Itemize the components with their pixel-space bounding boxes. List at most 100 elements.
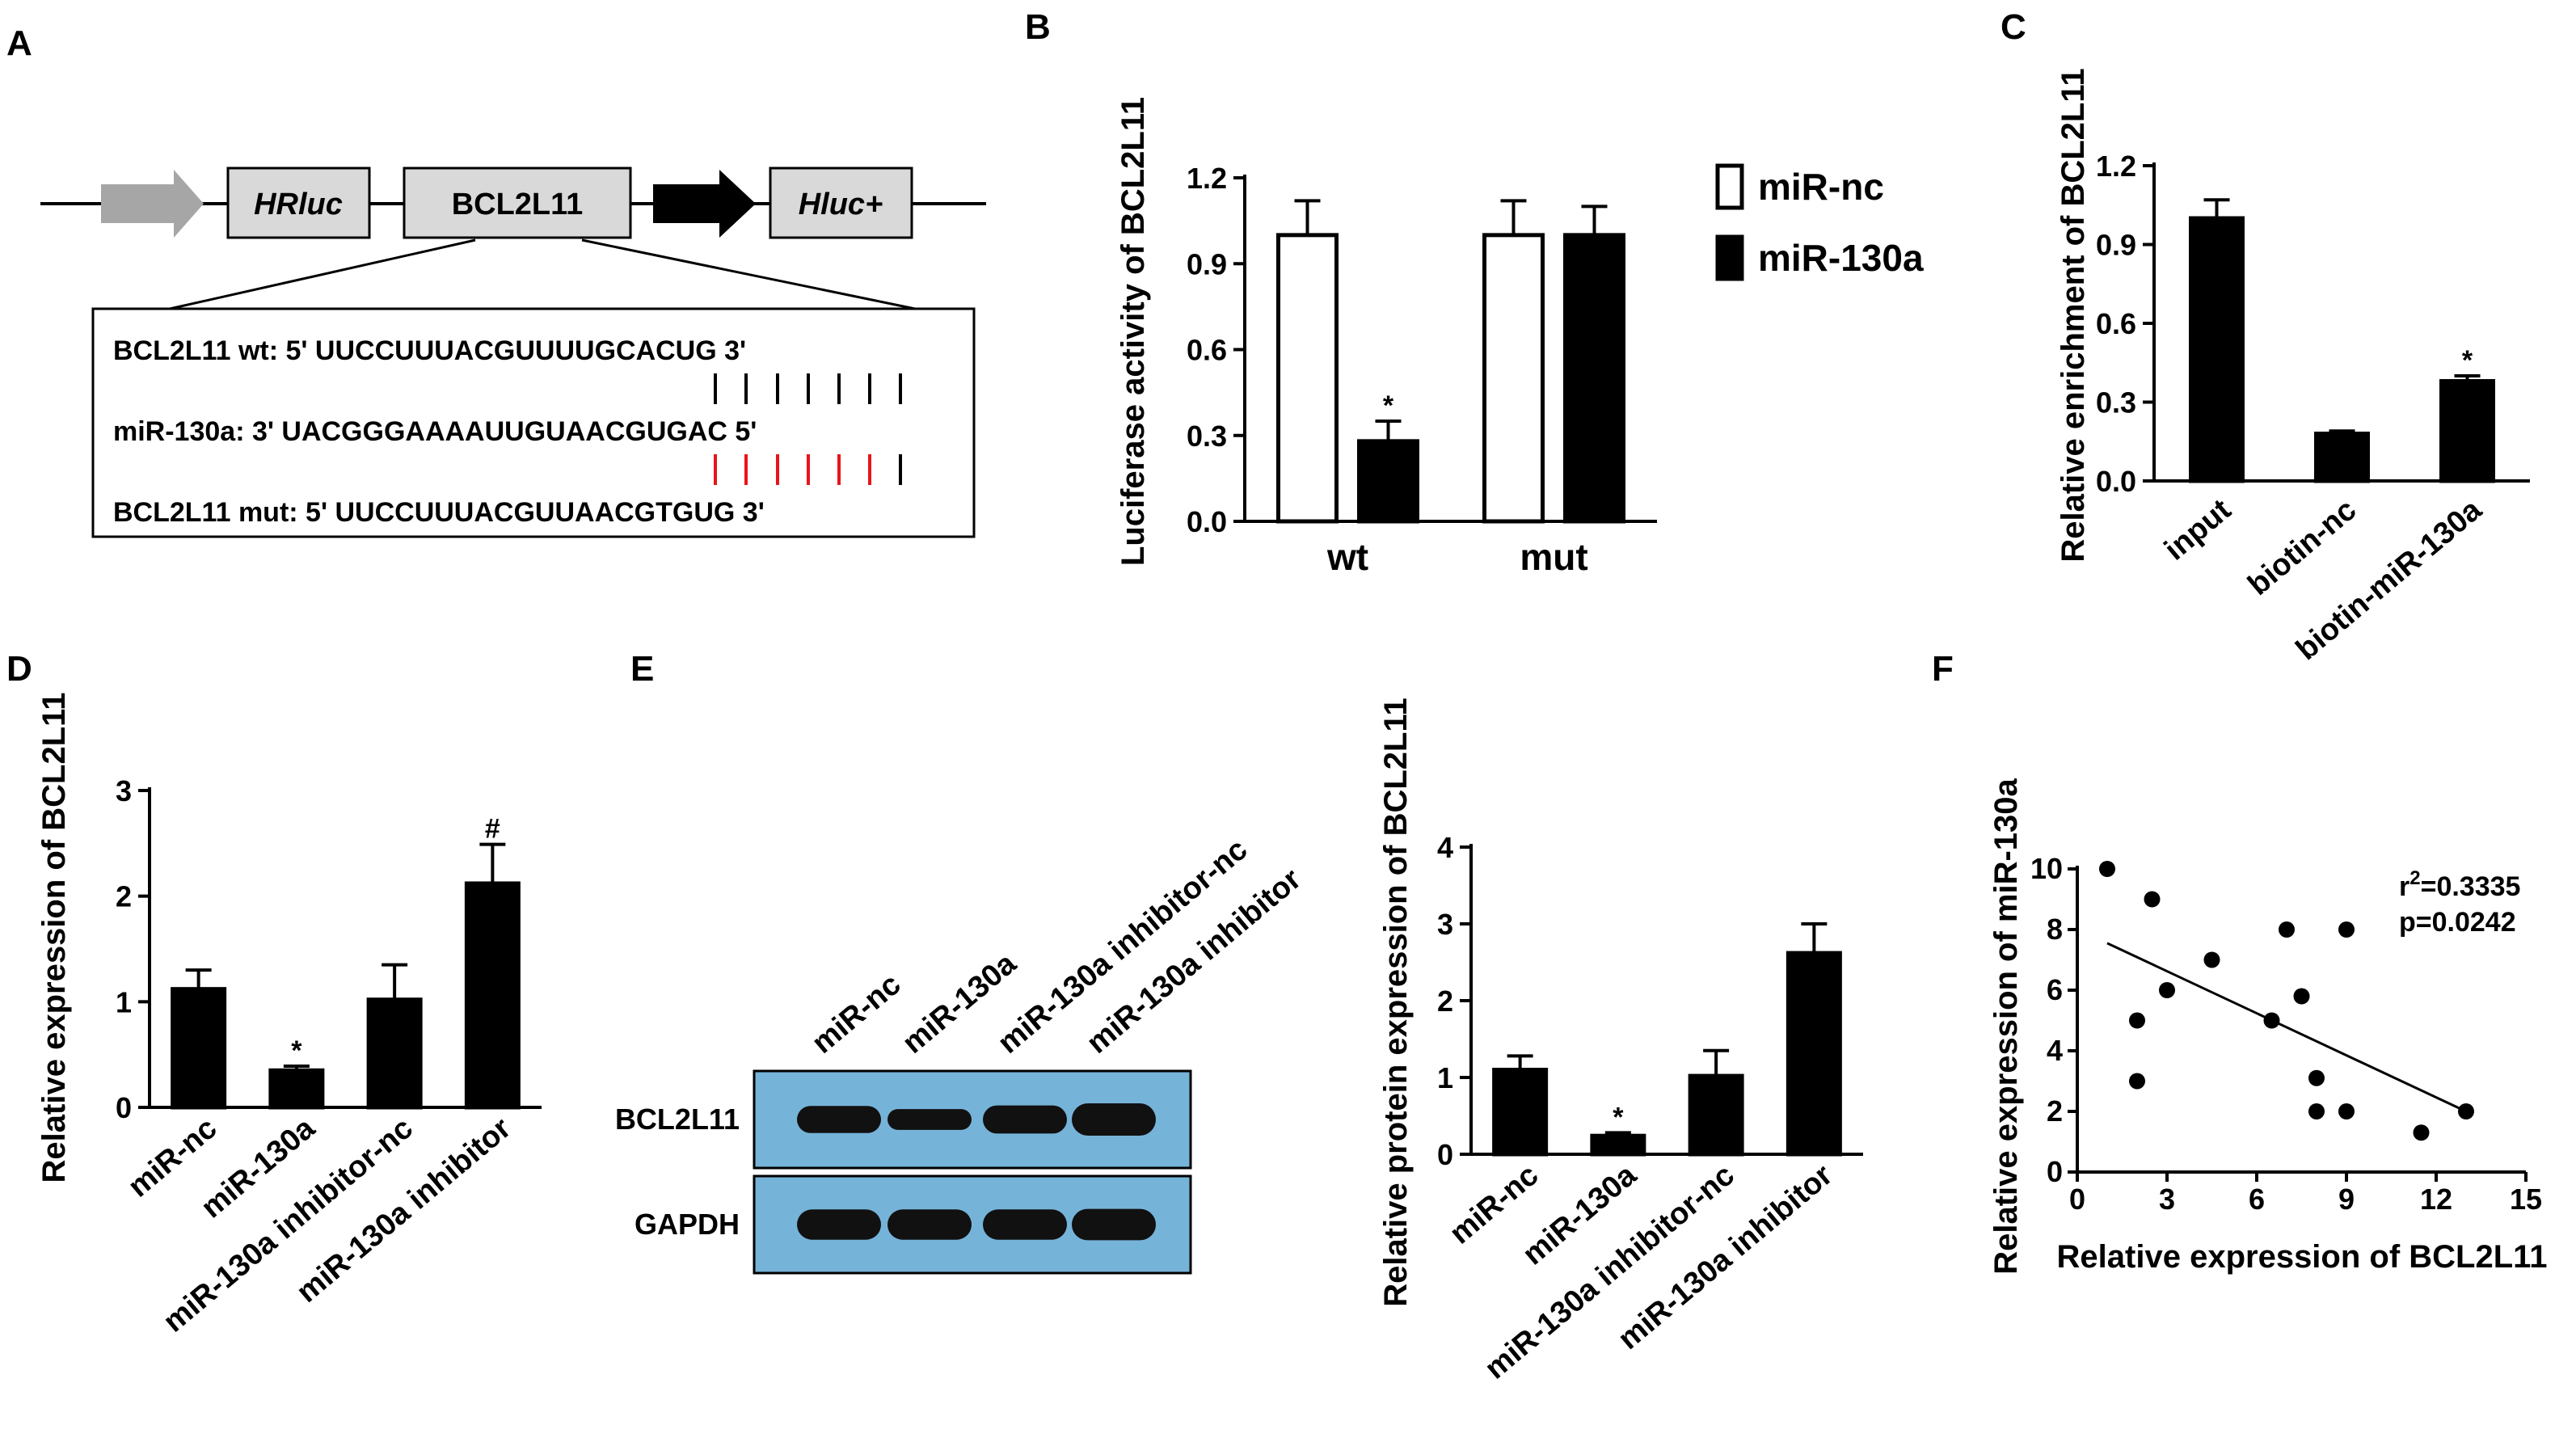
- gene-box: [403, 167, 632, 239]
- x-tick-label: 0: [2069, 1183, 2085, 1216]
- legend-label: miR-nc: [1758, 166, 1884, 208]
- bar: [2439, 379, 2495, 483]
- legend-swatch: [1715, 234, 1744, 281]
- scatter-point: [2338, 921, 2355, 938]
- bar: [1688, 1073, 1744, 1157]
- blot-row-label-gapdh: GAPDH: [635, 1208, 740, 1241]
- blot-band-bcl2l11: [983, 1105, 1067, 1134]
- chart-b-luciferase: 0.0 0.3 0.6 0.9 1.2 Luciferase activity of BC…: [1115, 97, 1924, 578]
- stat-r-superscript: 2: [2409, 867, 2420, 889]
- y-tick-label: 0: [1437, 1138, 1453, 1171]
- seq-mir: miR-130a: 3' UACGGGAAAAUUGUAACGUGAC 5': [113, 416, 757, 447]
- zoom-line-right: [581, 238, 916, 310]
- scatter-point: [2263, 1012, 2280, 1029]
- x-axis-label: Relative expression of BCL2L11: [2057, 1239, 2548, 1275]
- scatter-point: [2129, 1012, 2145, 1029]
- bar: [464, 881, 521, 1110]
- chart-e-protein: 0 1 2 3 4 Relative protein expression of BCL2…: [1378, 698, 1863, 1386]
- panel-label-b: B: [1025, 7, 1051, 47]
- bar: [2189, 216, 2245, 483]
- y-tick-label: 0.0: [1187, 505, 1227, 538]
- bar: [268, 1068, 325, 1110]
- scatter-point: [2413, 1124, 2430, 1141]
- bar: [2314, 432, 2370, 483]
- x-category-label: biotin-nc: [2241, 493, 2363, 602]
- stat-r-prefix: r: [2399, 871, 2409, 902]
- blot-band-bcl2l11: [1072, 1103, 1156, 1136]
- hluc-label: Hluc+: [799, 188, 883, 221]
- y-axis-label: Relative protein expression of BCL2L11: [1378, 698, 1414, 1307]
- significance-mark: *: [1613, 1102, 1624, 1132]
- regression-line: [2106, 942, 2467, 1113]
- y-tick-label: 3: [116, 774, 132, 807]
- y-tick-label: 0.6: [1187, 334, 1227, 367]
- gene-box-label: BCL2L11: [452, 188, 584, 221]
- bar: [1482, 233, 1545, 524]
- promoter-arrow-black: [653, 170, 756, 238]
- panel-label-d: D: [6, 649, 32, 689]
- hrluc-label: HRluc: [254, 188, 343, 221]
- scatter-point: [2203, 951, 2220, 968]
- bar: [171, 987, 227, 1110]
- y-tick-label: 10: [2030, 852, 2063, 885]
- y-axis-label: Luciferase activity of BCL2L11: [1115, 97, 1151, 566]
- blot-band-gapdh: [1072, 1208, 1156, 1241]
- blot-bands: [797, 1103, 1156, 1241]
- y-tick-label: 2: [116, 880, 132, 913]
- x-tick-label: 9: [2338, 1183, 2355, 1216]
- y-tick-label: 1: [116, 985, 132, 1018]
- y-tick-label: 0.0: [2096, 465, 2136, 498]
- y-tick-label: 3: [1437, 908, 1453, 941]
- bar: [1563, 233, 1625, 524]
- y-tick-label: 4: [2047, 1034, 2063, 1067]
- construct-diagram: HRluc BCL2L11 Hluc+ BCL2L11 wt: 5' UUCCU…: [40, 167, 986, 538]
- scatter-point: [2293, 988, 2310, 1005]
- blot-lane-label: miR-nc: [806, 968, 908, 1060]
- y-axis-label: Relative expression of miR-130a: [1988, 778, 2024, 1274]
- y-tick-label: 0.3: [2096, 386, 2136, 420]
- significance-mark: *: [1383, 390, 1394, 421]
- blot-band-bcl2l11: [887, 1109, 972, 1130]
- y-tick-label: 0.3: [1187, 420, 1227, 453]
- x-tick-label: 3: [2159, 1183, 2175, 1216]
- y-tick-label: 0: [2047, 1155, 2063, 1188]
- bar: [1276, 233, 1339, 524]
- blot-row-label-bcl2l11: BCL2L11: [615, 1103, 740, 1136]
- blot-band-bcl2l11: [797, 1106, 881, 1133]
- blot-band-gapdh: [887, 1209, 972, 1240]
- legend-label: miR-130a: [1758, 237, 1924, 279]
- y-tick-label: 2: [2047, 1094, 2063, 1128]
- bar: [1785, 951, 1842, 1157]
- x-category-label: input: [2158, 493, 2237, 567]
- bar: [366, 997, 423, 1110]
- y-tick-label: 0.9: [2096, 229, 2136, 262]
- y-axis-label: Relative expression of BCL2L11: [36, 693, 72, 1183]
- seq-wt: BCL2L11 wt: 5' UUCCUUUACGUUUUGCACUG 3': [113, 335, 746, 366]
- stat-p-value: p=0.0242: [2399, 907, 2516, 938]
- y-tick-label: 2: [1437, 985, 1453, 1018]
- match-lines-wt: [714, 373, 902, 404]
- y-tick-label: 1: [1437, 1061, 1453, 1094]
- hrluc-box: [226, 167, 371, 239]
- legend-swatch: [1715, 163, 1744, 210]
- stat-r-squared: r2=0.3335: [2399, 867, 2520, 902]
- y-axis-label: Relative enrichment of BCL2L11: [2055, 68, 2091, 562]
- panel-label-c: C: [2001, 7, 2026, 47]
- scatter-point: [2308, 1069, 2325, 1086]
- scatter-point: [2159, 982, 2175, 998]
- bar: [1492, 1068, 1549, 1157]
- bar: [1357, 439, 1419, 524]
- panel-label-a: A: [6, 23, 32, 63]
- y-tick-label: 6: [2047, 973, 2063, 1006]
- y-tick-label: 4: [1437, 831, 1453, 864]
- x-tick-label: 6: [2249, 1183, 2265, 1216]
- hluc-box: [769, 167, 913, 239]
- bar: [1590, 1133, 1646, 1157]
- promoter-arrow-gray: [101, 170, 204, 238]
- zoom-line-left: [169, 238, 476, 310]
- stat-r-value: =0.3335: [2421, 871, 2521, 902]
- blot-band-gapdh: [797, 1209, 881, 1240]
